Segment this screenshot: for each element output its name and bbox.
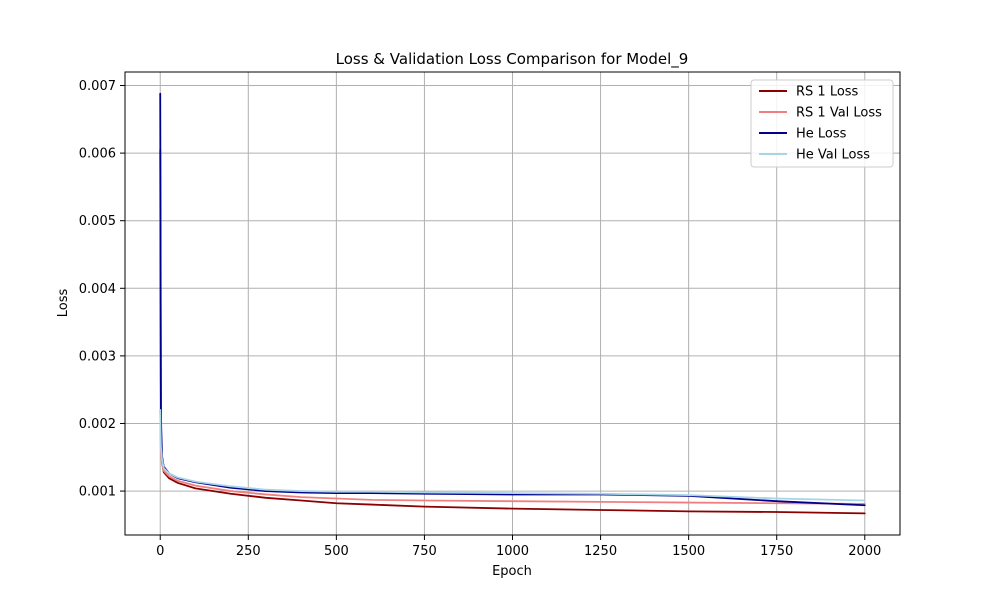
legend-box (750, 79, 894, 168)
x-tick-label: 1250 (584, 544, 617, 559)
x-tick-label: 2000 (848, 544, 881, 559)
legend-label-rs-1-loss: RS 1 Loss (796, 85, 859, 100)
legend-label-rs-1-val-loss: RS 1 Val Loss (796, 106, 882, 121)
y-tick-label: 0.007 (79, 79, 116, 94)
y-tick-label: 0.005 (79, 214, 116, 229)
series-line-he-val-loss (159, 409, 866, 502)
series-lines (159, 92, 866, 515)
x-axis-label: Epoch (492, 564, 532, 579)
y-tick-label: 0.001 (79, 485, 116, 500)
x-tick-label: 250 (236, 544, 261, 559)
x-tick-label: 750 (412, 544, 437, 559)
x-tick-label: 0 (156, 544, 164, 559)
legend-label-he-val-loss: He Val Loss (796, 148, 870, 163)
legend-items: RS 1 Loss RS 1 Val Loss He Loss He Val Loss (759, 85, 882, 163)
x-tick-label: 500 (324, 544, 349, 559)
x-tick-label: 1750 (760, 544, 793, 559)
x-tick-label: 1500 (672, 544, 705, 559)
y-axis-ticks: 0.001 0.002 0.003 0.004 0.005 0.006 0.007 (79, 79, 125, 500)
y-tick-label: 0.003 (79, 349, 116, 364)
y-tick-label: 0.002 (79, 417, 116, 432)
chart-title: Loss & Validation Loss Comparison for Mo… (336, 50, 689, 69)
y-axis-label: Loss (56, 289, 71, 318)
x-axis-ticks: 0 250 500 750 1000 1250 1500 1750 2000 (156, 535, 881, 559)
y-tick-label: 0.004 (79, 282, 116, 297)
series-line-rs-1-val-loss (159, 409, 866, 505)
legend-label-he-loss: He Loss (796, 127, 847, 142)
y-tick-label: 0.006 (79, 147, 116, 162)
x-tick-label: 1000 (496, 544, 529, 559)
legend: RS 1 Loss RS 1 Val Loss He Loss He Val Loss (750, 79, 894, 168)
